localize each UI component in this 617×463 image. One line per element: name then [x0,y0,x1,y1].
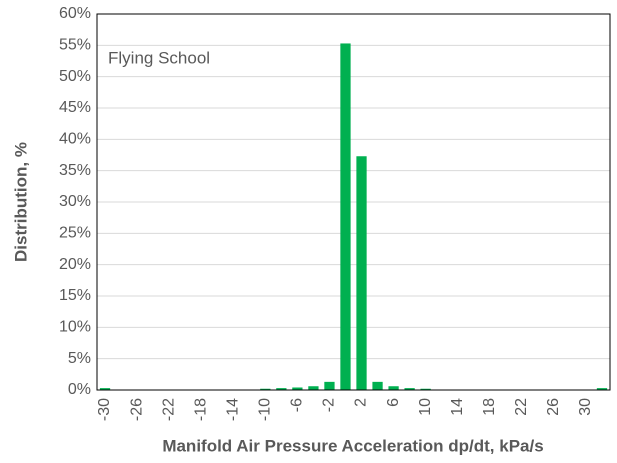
y-tick-label: 0% [68,381,91,398]
plot-border [96,13,611,391]
y-tick-label: 50% [59,68,91,85]
bar [596,388,608,390]
y-tick-label: 20% [59,256,91,273]
y-tick-label: 25% [59,225,91,242]
x-tick-label: -2 [321,398,338,412]
x-tick-label: -14 [224,398,241,421]
x-tick-label: 6 [385,398,402,407]
y-tick-label: 55% [59,37,91,54]
bar [260,388,271,390]
y-tick-label: 30% [59,193,91,210]
bar [388,386,399,390]
x-tick-label: 22 [513,398,530,416]
x-tick-label: -18 [192,398,209,421]
y-tick-label: 35% [59,162,91,179]
x-tick-label: -6 [289,398,306,412]
y-axis-label: Distribution, % [11,142,30,262]
bar [276,388,287,390]
x-tick-label: -26 [128,398,145,421]
bar [292,387,303,390]
x-axis-label: Manifold Air Pressure Acceleration dp/dt… [162,436,543,455]
bar [324,381,335,390]
y-tick-label: 40% [59,131,91,148]
annotation: Flying School [108,48,210,67]
bar [356,156,367,390]
bar [420,388,431,390]
bar [340,43,351,390]
y-tick-label: 45% [59,99,91,116]
x-tick-label: 18 [481,398,498,416]
y-tick-label: 5% [68,350,91,367]
bar [372,381,383,390]
x-tick-label: -22 [160,398,177,421]
x-tick-label: 30 [577,398,594,416]
x-tick-label: 14 [449,398,466,416]
y-tick-label: 60% [59,5,91,22]
bar [99,388,111,390]
x-tick-label: 26 [545,398,562,416]
bar [308,386,319,390]
bar [404,388,415,390]
x-tick-label: -10 [257,398,274,421]
x-tick-label: 2 [353,398,370,407]
x-tick-label: 10 [417,398,434,416]
y-tick-label: 10% [59,319,91,336]
y-tick-label: 15% [59,287,91,304]
x-tick-label: -30 [96,398,113,421]
